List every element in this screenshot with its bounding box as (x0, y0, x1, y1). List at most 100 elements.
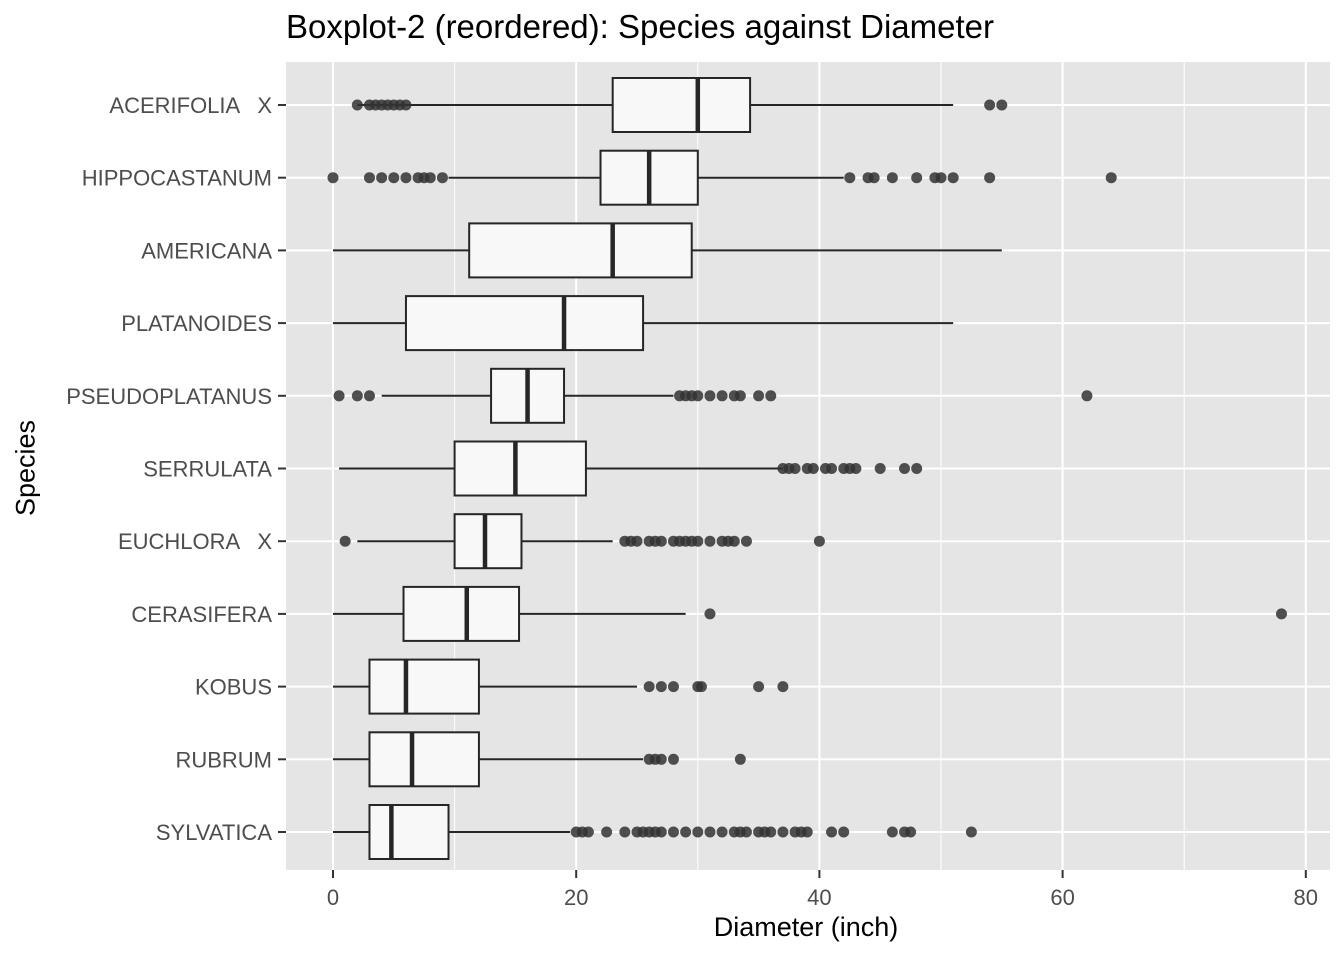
outlier-point (1275, 608, 1287, 620)
outlier-point (655, 681, 667, 693)
outlier-point (1081, 390, 1093, 402)
outlier-point (740, 826, 752, 838)
outlier-point (631, 535, 643, 547)
outlier-point (777, 681, 789, 693)
outlier-point (376, 172, 388, 184)
outlier-point (692, 826, 704, 838)
outlier-point (911, 172, 923, 184)
outlier-point (333, 390, 345, 402)
outlier-point (704, 826, 716, 838)
x-tick-label: 0 (327, 885, 339, 910)
outlier-point (874, 463, 886, 474)
outlier-point (850, 463, 862, 474)
outlier-point (753, 390, 765, 402)
outlier-point (807, 463, 819, 474)
outlier-point (813, 535, 825, 547)
outlier-point (765, 390, 777, 402)
outlier-point (655, 826, 667, 838)
outlier-point (695, 681, 707, 693)
y-axis-label: Species (10, 419, 41, 517)
box (611, 77, 752, 133)
outlier-point (734, 753, 746, 765)
outlier-point (667, 826, 679, 838)
outlier-point (753, 681, 765, 693)
y-tick-label: KOBUS (195, 675, 272, 700)
outlier-point (886, 826, 898, 838)
outlier-point (826, 826, 838, 838)
outlier-point (996, 99, 1008, 111)
outlier-point (667, 753, 679, 765)
outlier-point (704, 608, 716, 620)
outlier-point (935, 172, 947, 184)
y-tick-label: AMERICANA (141, 238, 272, 263)
outlier-point (801, 826, 813, 838)
outlier-point (838, 826, 850, 838)
outlier-point (965, 826, 977, 838)
outlier-point (680, 826, 692, 838)
outlier-point (601, 826, 613, 838)
outlier-point (1105, 172, 1117, 184)
y-tick-label: CERASIFERA (131, 602, 272, 627)
y-tick-label: ACERIFOLIA X (109, 93, 272, 118)
outlier-point (400, 99, 412, 111)
outlier-point (667, 681, 679, 693)
outlier-point (911, 463, 923, 474)
outlier-point (363, 390, 375, 402)
y-tick-label: SERRULATA (143, 457, 272, 482)
chart-title: Boxplot-2 (reordered): Species against D… (286, 8, 995, 45)
outlier-point (351, 99, 363, 111)
box (368, 731, 480, 788)
outlier-point (886, 172, 898, 184)
outlier-point (655, 753, 667, 765)
outlier-point (765, 826, 777, 838)
outlier-point (388, 172, 400, 184)
x-tick-label: 80 (1294, 885, 1318, 910)
outlier-point (351, 390, 363, 402)
outlier-point (984, 172, 996, 184)
box (453, 440, 587, 497)
outlier-point (728, 535, 740, 547)
x-axis-label: Diameter (inch) (713, 912, 899, 942)
outlier-point (655, 535, 667, 547)
box (368, 804, 450, 860)
outlier-point (400, 172, 412, 184)
outlier-point (844, 172, 856, 184)
outlier-point (619, 826, 631, 838)
outlier-point (704, 390, 716, 402)
outlier-point (363, 172, 375, 184)
box (368, 658, 480, 715)
outlier-point (643, 681, 655, 693)
outlier-point (582, 826, 594, 838)
outlier-point (947, 172, 959, 184)
y-tick-label: PLATANOIDES (121, 311, 272, 336)
outlier-point (740, 535, 752, 547)
x-tick-label: 20 (564, 885, 588, 910)
outlier-point (905, 826, 917, 838)
x-tick-label: 40 (807, 885, 831, 910)
box (404, 295, 645, 352)
y-tick-label: PSEUDOPLATANUS (66, 384, 272, 409)
outlier-point (777, 826, 789, 838)
y-tick-label: HIPPOCASTANUM (82, 166, 272, 191)
outlier-point (716, 390, 728, 402)
outlier-point (692, 535, 704, 547)
outlier-point (789, 463, 801, 474)
y-tick-label: EUCHLORA X (118, 529, 272, 554)
outlier-point (984, 99, 996, 111)
outlier-point (424, 172, 436, 184)
y-tick-label: RUBRUM (175, 747, 272, 772)
box (453, 513, 523, 570)
box (468, 222, 693, 279)
outlier-point (339, 535, 351, 547)
outlier-point (704, 535, 716, 547)
outlier-point (436, 172, 448, 184)
box (402, 585, 521, 642)
outlier-point (868, 172, 880, 184)
y-tick-label: SYLVATICA (156, 820, 272, 845)
outlier-point (734, 390, 746, 402)
outlier-point (716, 826, 728, 838)
outlier-point (692, 390, 704, 402)
outlier-point (327, 172, 339, 184)
